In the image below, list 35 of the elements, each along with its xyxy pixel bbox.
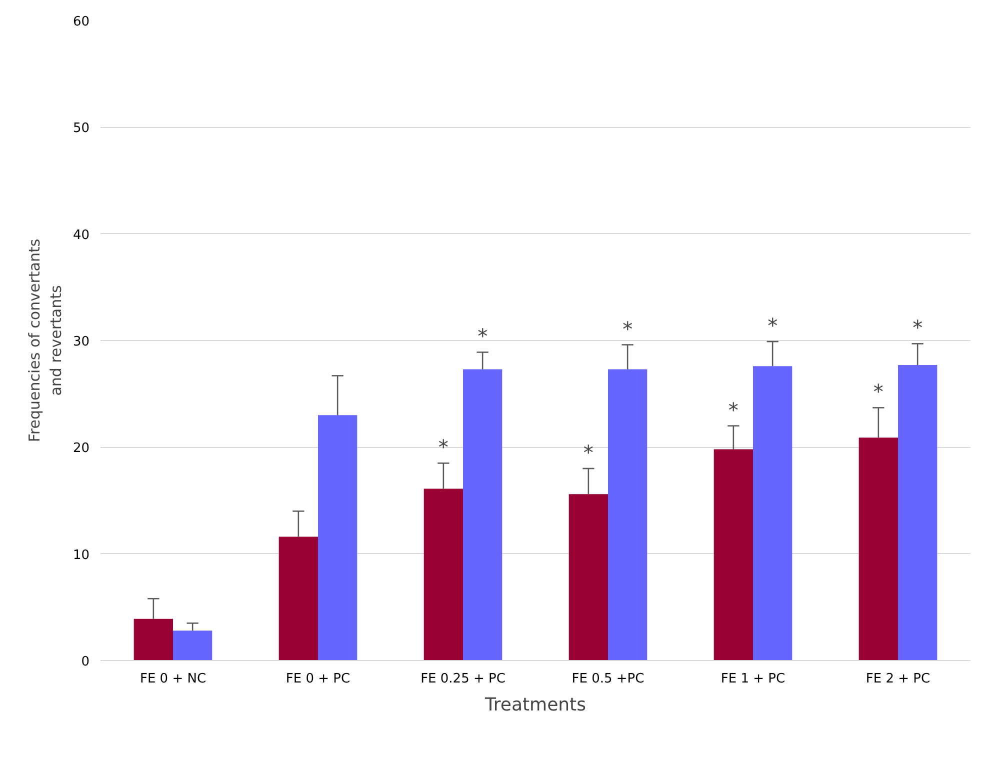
annotation: * — [478, 324, 488, 348]
bar — [858, 438, 898, 660]
bar — [134, 618, 173, 660]
x-tick-label: FE 0 + PC — [286, 672, 350, 686]
y-tick-label: 20 — [72, 441, 90, 456]
y-tick-label: 30 — [72, 334, 90, 350]
annotation: * — [438, 435, 448, 460]
x-tick-label: FE 2 + PC — [866, 672, 930, 686]
y-tick-label: 0 — [81, 654, 90, 670]
bar — [424, 488, 463, 660]
bar — [318, 415, 358, 660]
x-tick-label: FE 1 + PC — [720, 672, 786, 686]
annotation: * — [622, 316, 633, 341]
annotation: * — [583, 440, 594, 464]
annotation: * — [728, 398, 738, 422]
x-tick-label: FE 0 + NC — [140, 672, 206, 686]
y-axis-title: Frequencies of convertants and revertants — [25, 238, 65, 442]
bar — [898, 365, 938, 660]
bar — [714, 449, 753, 660]
x-tick-label: FE 0.25 + PC — [420, 672, 506, 686]
y-tick-label: 40 — [72, 228, 90, 243]
bar — [608, 369, 648, 660]
y-tick-label: 60 — [72, 14, 90, 30]
y-tick-label: 10 — [72, 548, 90, 563]
bar — [173, 630, 212, 660]
annotation: * — [912, 316, 923, 340]
bar — [753, 366, 792, 660]
bar — [463, 369, 502, 660]
annotation: * — [768, 314, 778, 338]
x-axis-title: Treatments — [484, 694, 586, 716]
bar — [278, 536, 318, 660]
bar — [568, 494, 608, 660]
y-tick-label: 50 — [72, 121, 90, 136]
annotation: * — [873, 380, 884, 404]
x-tick-label: FE 0.5 +PC — [572, 672, 644, 686]
